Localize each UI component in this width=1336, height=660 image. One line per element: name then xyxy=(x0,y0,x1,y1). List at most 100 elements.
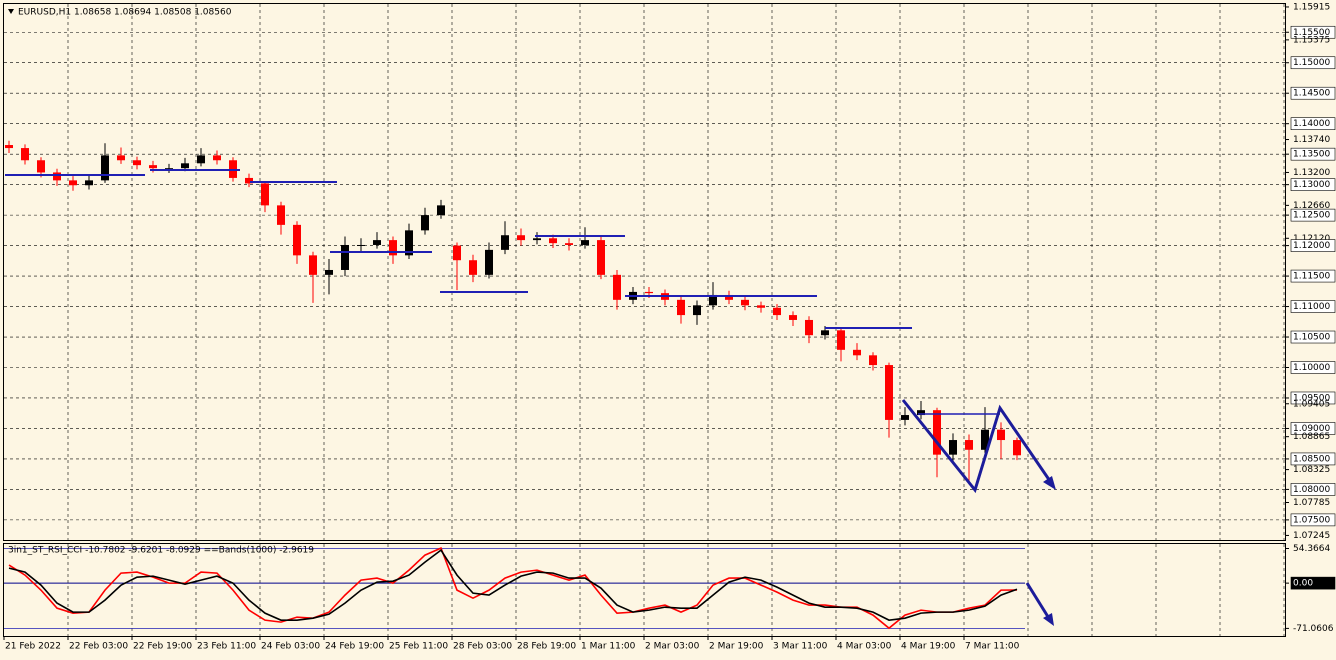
x-tick-label: 1 Mar 11:00 xyxy=(581,642,636,652)
candle-body xyxy=(853,349,861,356)
sub-arrow xyxy=(1025,582,1052,621)
y-tick-box xyxy=(1290,483,1336,496)
candle-body xyxy=(693,305,701,316)
x-tick-label: 24 Feb 19:00 xyxy=(325,642,384,652)
candle-body xyxy=(949,440,957,455)
y-tick-label: 1.09405 xyxy=(1293,399,1330,409)
y-tick-label: 1.08865 xyxy=(1293,432,1330,442)
indicator-line xyxy=(8,547,1018,630)
candle-body xyxy=(645,291,653,294)
candle-body xyxy=(101,155,109,181)
y-tick-box xyxy=(1290,300,1336,313)
candle-body xyxy=(549,238,557,244)
y-tick-box xyxy=(1290,422,1336,435)
candle-body xyxy=(149,165,157,169)
candle-body xyxy=(709,294,717,306)
candle-body xyxy=(373,240,381,245)
y-tick-label: 1.07245 xyxy=(1293,531,1330,541)
candle-body xyxy=(741,299,749,306)
y-tick-label: 1.13000 xyxy=(1293,180,1330,190)
y-tick-box xyxy=(1290,361,1336,374)
y-tick-label: 1.11500 xyxy=(1293,272,1330,282)
menu-triangle[interactable] xyxy=(8,9,14,14)
candle-body xyxy=(757,305,765,308)
candle-body xyxy=(677,299,685,316)
y-tick-label: 1.07785 xyxy=(1293,498,1330,508)
y-tick-box xyxy=(1290,391,1336,405)
y-tick-box xyxy=(1290,239,1336,252)
y-tick-label: 1.09000 xyxy=(1293,424,1330,434)
y-tick-box xyxy=(1290,86,1336,100)
candle-body xyxy=(261,183,269,206)
candle-body xyxy=(245,177,253,184)
pattern-arrow xyxy=(901,399,1054,494)
y-tick-label: 1.15000 xyxy=(1293,58,1330,68)
y-tick-label: 1.07500 xyxy=(1293,515,1330,525)
candle-body xyxy=(21,148,29,161)
candle-body xyxy=(613,274,621,300)
y-tick-box xyxy=(1290,208,1336,222)
candle-body xyxy=(357,244,365,246)
x-tick-label: 3 Mar 11:00 xyxy=(773,642,828,652)
candle-body xyxy=(341,244,349,270)
candle-body xyxy=(389,240,397,256)
arrow-head xyxy=(1043,613,1054,626)
y-tick-label: 1.10500 xyxy=(1293,333,1330,343)
candle-body xyxy=(805,319,813,336)
candle-body xyxy=(901,415,909,420)
candle-body xyxy=(277,205,285,225)
candle-body xyxy=(85,180,93,186)
candle-body xyxy=(885,365,893,420)
x-tick-label: 7 Mar 11:00 xyxy=(965,642,1020,652)
chart-title: EURUSD,H1 1.08658 1.08694 1.08508 1.0856… xyxy=(18,8,232,18)
x-tick-label: 2 Mar 19:00 xyxy=(709,642,764,652)
candle-body xyxy=(565,243,573,245)
drawn-objects xyxy=(5,169,1056,626)
candle-body xyxy=(789,315,797,320)
x-tick-label: 4 Mar 03:00 xyxy=(837,642,892,652)
candle-body xyxy=(725,294,733,300)
x-tick-label: 22 Feb 19:00 xyxy=(133,642,192,652)
y-tick-box xyxy=(1290,452,1336,466)
x-tick-label: 4 Mar 19:00 xyxy=(901,642,956,652)
candle-body xyxy=(869,355,877,366)
arrow-head xyxy=(1043,476,1056,490)
y-tick-label: -71.0606 xyxy=(1293,624,1334,634)
y-tick-label: 1.11000 xyxy=(1293,302,1330,312)
candle-body xyxy=(309,255,317,275)
y-tick-label: 1.08000 xyxy=(1293,485,1330,495)
x-tick-label: 21 Feb 2022 xyxy=(5,642,61,652)
candle-body xyxy=(933,410,941,455)
candle-body xyxy=(325,269,333,275)
candle-body xyxy=(965,440,973,450)
indicator-line xyxy=(8,548,1018,621)
x-tick-label: 2 Mar 03:00 xyxy=(645,642,700,652)
y-tick-label: 0.00 xyxy=(1293,579,1313,589)
y-tick-label: 1.10000 xyxy=(1293,363,1330,373)
y-tick-box xyxy=(1290,178,1336,191)
candle-body xyxy=(117,155,125,161)
y-tick-label: 1.09500 xyxy=(1293,393,1330,403)
candle-body xyxy=(69,180,77,186)
x-tick-label: 28 Feb 19:00 xyxy=(517,642,576,652)
candle-body xyxy=(405,230,413,256)
x-tick-label: 28 Feb 03:00 xyxy=(453,642,512,652)
y-tick-box xyxy=(1290,513,1336,527)
candle-body xyxy=(197,155,205,164)
candle-body xyxy=(421,215,429,231)
main-frame xyxy=(3,3,1286,541)
y-tick-label: 1.15915 xyxy=(1293,2,1330,12)
y-tick-label: 1.08325 xyxy=(1293,465,1330,475)
x-tick-label: 24 Feb 03:00 xyxy=(261,642,320,652)
y-tick-label: 1.12000 xyxy=(1293,241,1330,251)
candle-body xyxy=(133,160,141,166)
candle-body xyxy=(837,330,845,350)
candle-body xyxy=(37,160,45,173)
candle-body xyxy=(437,205,445,216)
candle-body xyxy=(981,429,989,450)
y-tick-label: 1.13200 xyxy=(1293,168,1330,178)
x-tick-label: 25 Feb 11:00 xyxy=(389,642,448,652)
candle-body xyxy=(533,238,541,241)
candle-body xyxy=(821,330,829,336)
